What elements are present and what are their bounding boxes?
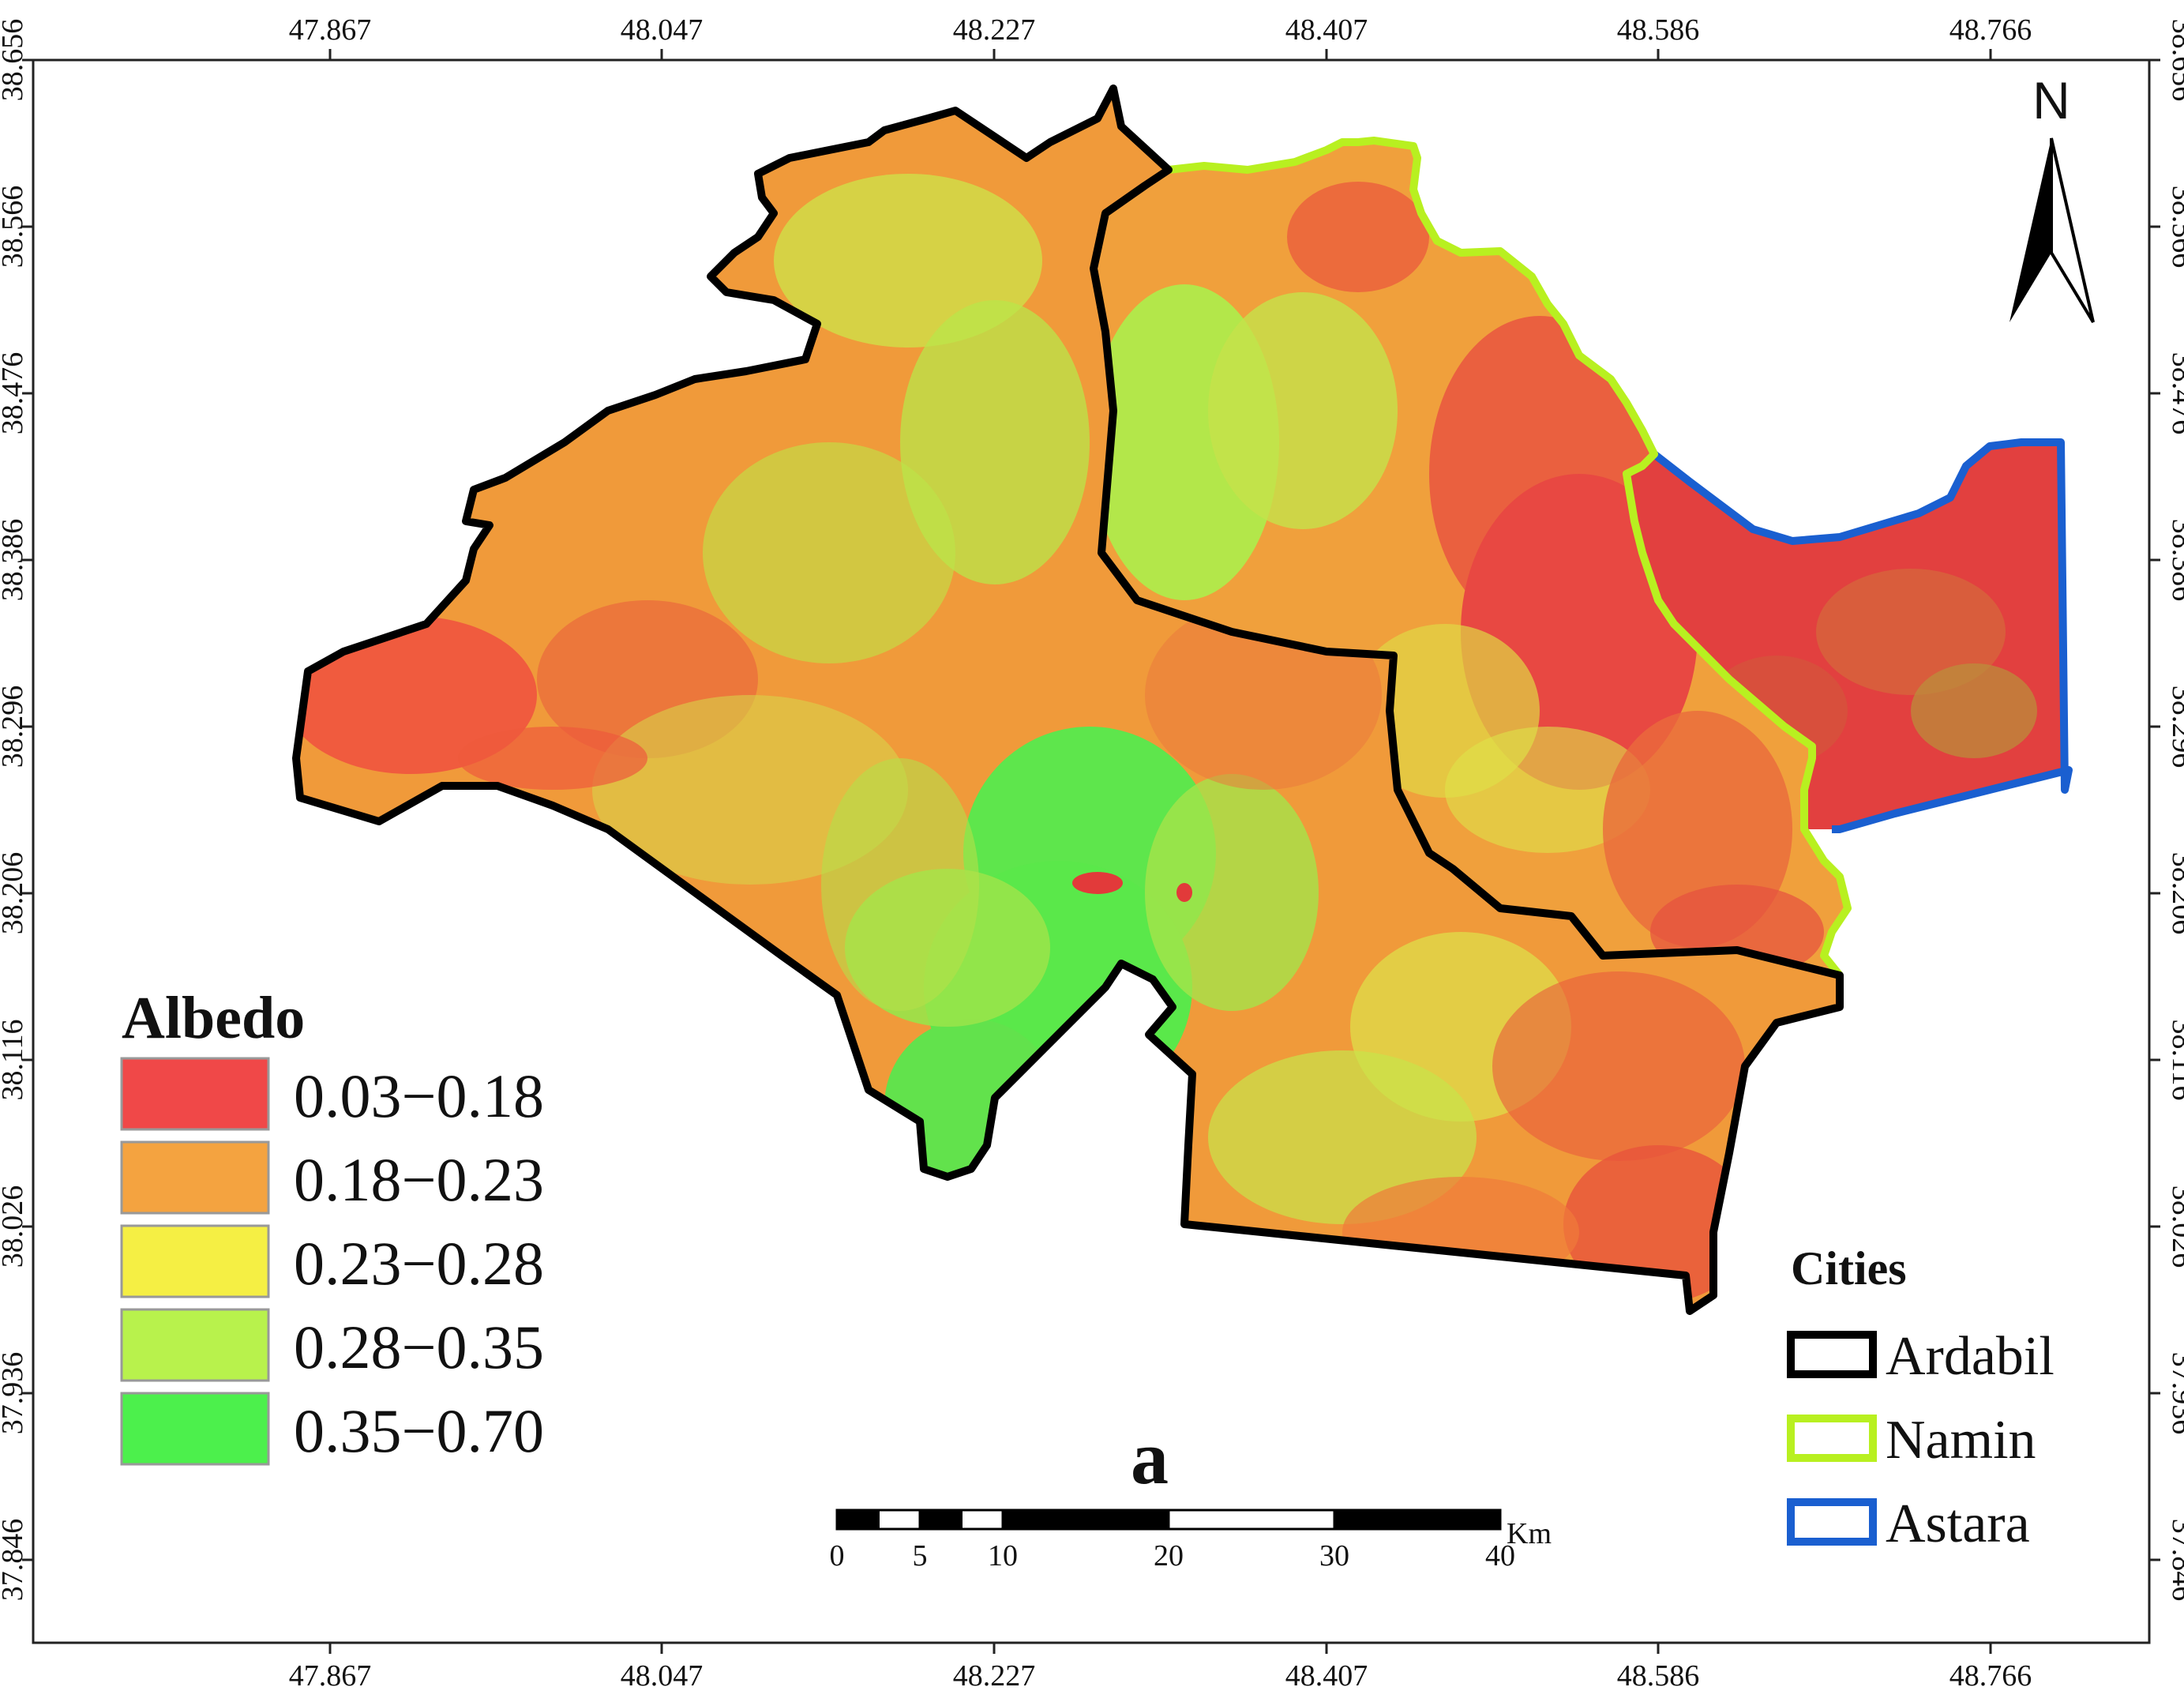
scale-segment xyxy=(960,1509,1004,1531)
x-tick-label-top: 48.227 xyxy=(953,13,1036,47)
city-label: Namin xyxy=(1886,1410,2036,1471)
north-arrow-left-icon xyxy=(2010,138,2051,322)
y-tick-label-right: 37.936 xyxy=(2166,1352,2184,1435)
y-tick-label-left: 38.386 xyxy=(0,519,29,602)
astara-border xyxy=(1651,438,2073,833)
x-tick-label-top: 47.867 xyxy=(289,13,372,47)
legend-swatch xyxy=(120,1140,270,1215)
y-tick-label-left: 38.296 xyxy=(0,686,29,768)
x-tick-label-bottom: 48.766 xyxy=(1949,1659,2032,1693)
scale-segment xyxy=(1333,1509,1502,1531)
y-tick-label-right: 38.026 xyxy=(2166,1185,2184,1268)
y-tick-label-right: 38.296 xyxy=(2166,686,2184,768)
graticule-ticks xyxy=(22,49,2160,1654)
y-tick-label-left: 38.656 xyxy=(0,19,29,102)
scale-segment xyxy=(918,1509,963,1531)
y-tick-label-left: 38.566 xyxy=(0,186,29,269)
y-tick-label-right: 38.386 xyxy=(2166,519,2184,602)
panel-label: a xyxy=(1131,1415,1169,1500)
x-tick-label-bottom: 48.047 xyxy=(621,1659,704,1693)
city-swatch xyxy=(1787,1498,1877,1546)
legend-class-label: 0.23−0.28 xyxy=(294,1229,544,1298)
north-arrow-right-icon xyxy=(2050,137,2095,324)
scale-bar: 0 5 10 20 30 40 Km xyxy=(830,1509,1552,1572)
legend-class-label: 0.28−0.35 xyxy=(294,1313,544,1381)
y-tick-label-left: 37.936 xyxy=(0,1352,29,1435)
scale-tick-label: 30 xyxy=(1319,1539,1349,1572)
y-tick-label-left: 38.206 xyxy=(0,852,29,935)
scale-tick-label: 40 xyxy=(1485,1539,1515,1572)
y-tick-labels-right: 38.656 38.566 38.476 38.386 38.296 38.206 38.1… xyxy=(2166,19,2184,1602)
city-label: Ardabil xyxy=(1886,1326,2055,1387)
legend-swatch xyxy=(120,1057,270,1131)
cities-legend: Cities Ardabil Namin Astara xyxy=(1787,1242,2055,1554)
legend-class-label: 0.03−0.18 xyxy=(294,1061,544,1130)
city-swatch xyxy=(1787,1331,1877,1378)
x-tick-label-bottom: 48.227 xyxy=(953,1659,1036,1693)
x-tick-label-bottom: 48.586 xyxy=(1617,1659,1700,1693)
cities-title: Cities xyxy=(1791,1242,1907,1294)
y-tick-label-right: 38.566 xyxy=(2166,186,2184,269)
y-tick-label-right: 38.206 xyxy=(2166,852,2184,935)
y-tick-label-left: 38.476 xyxy=(0,352,29,435)
scale-tick-label: 20 xyxy=(1154,1539,1184,1572)
x-tick-label-top: 48.047 xyxy=(621,13,704,47)
y-tick-label-left: 38.026 xyxy=(0,1185,29,1268)
legend-swatch xyxy=(120,1392,270,1466)
scale-tick-label: 10 xyxy=(988,1539,1018,1572)
scale-tick-label: 5 xyxy=(913,1539,928,1572)
x-tick-label-top: 48.407 xyxy=(1285,13,1368,47)
x-tick-labels-bottom: 47.867 48.047 48.227 48.407 48.586 48.766 xyxy=(289,1659,2032,1693)
scale-segment xyxy=(1167,1509,1336,1531)
y-tick-label-left: 37.846 xyxy=(0,1519,29,1602)
scale-segment xyxy=(835,1509,880,1531)
scale-tick-label: 0 xyxy=(830,1539,845,1572)
legend-swatch xyxy=(120,1308,270,1382)
legend-swatch xyxy=(120,1224,270,1298)
albedo-legend: Albedo 0.03−0.18 0.18−0.23 0.23−0.28 0.28−0… xyxy=(120,985,544,1466)
y-tick-label-right: 38.116 xyxy=(2166,1019,2184,1100)
y-tick-label-right: 38.476 xyxy=(2166,352,2184,435)
x-tick-label-bottom: 48.407 xyxy=(1285,1659,1368,1693)
y-tick-label-left: 38.116 xyxy=(0,1019,29,1100)
namin-border xyxy=(1168,137,1852,979)
x-tick-label-top: 48.766 xyxy=(1949,13,2032,47)
x-tick-labels-top: 47.867 48.047 48.227 48.407 48.586 48.766 xyxy=(289,13,2032,47)
y-tick-label-right: 37.846 xyxy=(2166,1519,2184,1602)
x-tick-label-top: 48.586 xyxy=(1617,13,1700,47)
scale-unit: Km xyxy=(1507,1517,1552,1550)
scale-segment xyxy=(1001,1509,1170,1531)
ardabil-border xyxy=(292,85,1844,1315)
legend-class-label: 0.18−0.23 xyxy=(294,1145,544,1214)
city-swatch xyxy=(1787,1415,1877,1462)
y-tick-labels-left: 38.656 38.566 38.476 38.386 38.296 38.206 38.1… xyxy=(0,19,29,1602)
city-label: Astara xyxy=(1886,1493,2030,1554)
scale-segment xyxy=(877,1509,921,1531)
x-tick-label-bottom: 47.867 xyxy=(289,1659,372,1693)
legend-title: Albedo xyxy=(122,985,305,1051)
legend-class-label: 0.35−0.70 xyxy=(294,1396,544,1465)
y-tick-label-right: 38.656 xyxy=(2166,19,2184,102)
north-label: N xyxy=(2032,71,2070,130)
north-arrow: N xyxy=(2010,71,2095,324)
